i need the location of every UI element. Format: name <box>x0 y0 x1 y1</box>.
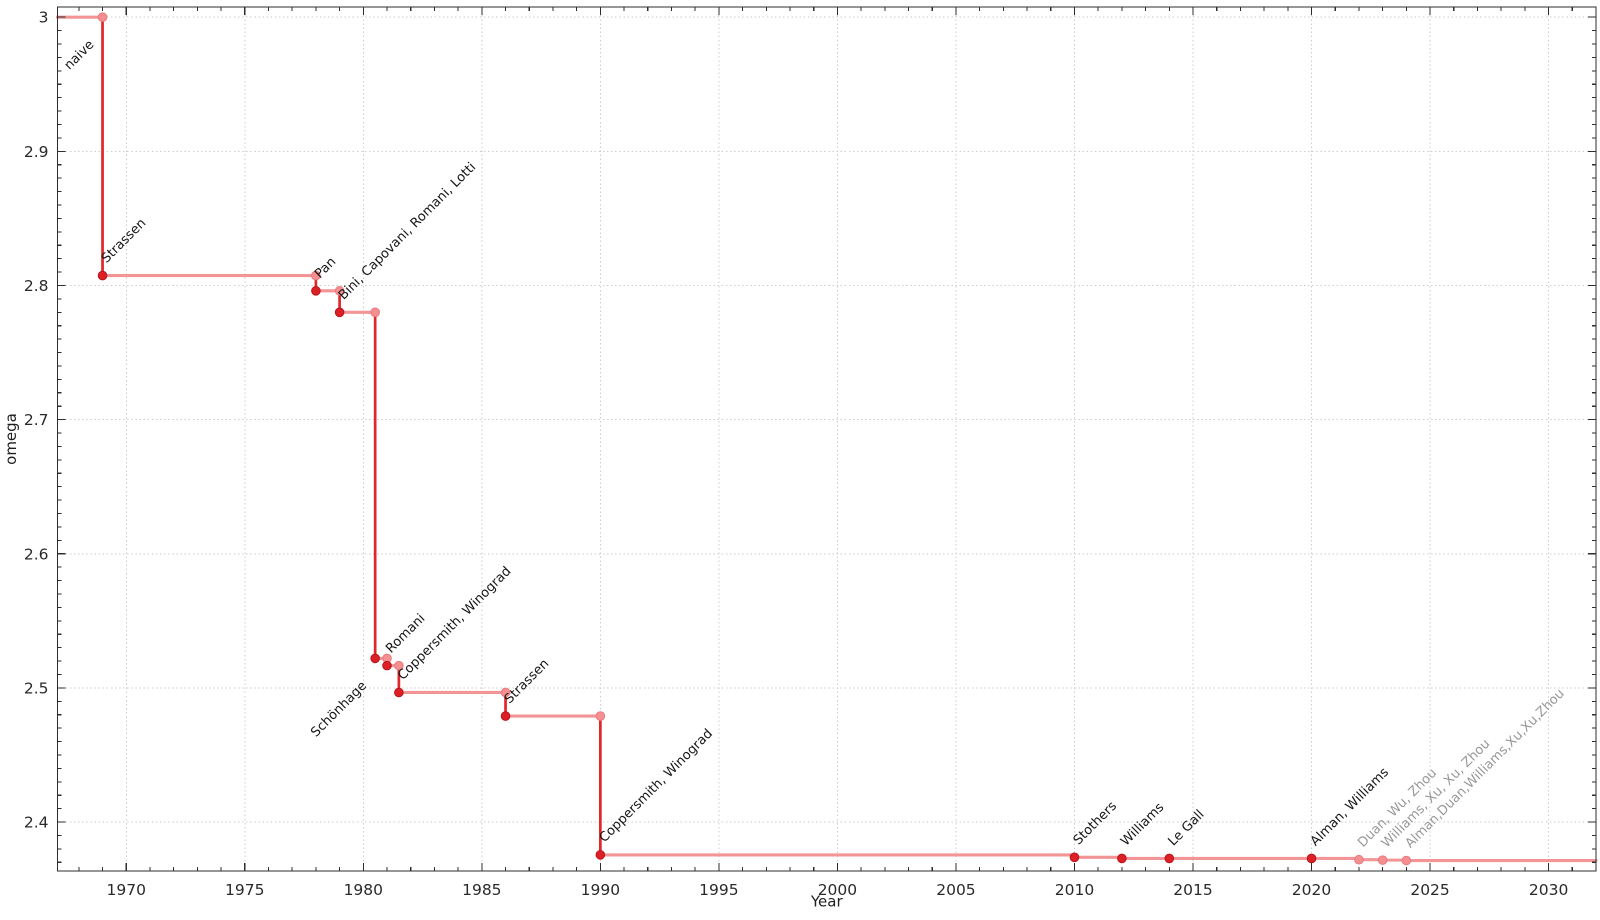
record-marker <box>1401 855 1412 866</box>
x-tick-label: 1975 <box>225 881 264 899</box>
record-marker <box>97 270 108 281</box>
record-marker <box>1354 854 1364 865</box>
record-marker <box>595 850 606 860</box>
y-tick-label: 2.6 <box>24 545 49 563</box>
x-tick-label: 2015 <box>1173 881 1212 899</box>
y-axis-title: omega <box>2 413 20 465</box>
record-marker <box>1164 853 1175 864</box>
corner-marker <box>334 286 345 296</box>
x-tick-label: 2005 <box>936 881 975 899</box>
y-tick-label: 2.8 <box>24 277 49 295</box>
record-marker <box>97 12 108 22</box>
x-tick-label: 2030 <box>1529 881 1568 899</box>
step-corner-markers <box>311 270 606 721</box>
grid-lines <box>57 7 1596 871</box>
x-tick-label: 2020 <box>1292 881 1331 899</box>
x-tick-label: 1970 <box>107 881 146 899</box>
series-horizontal-segments <box>55 15 1598 863</box>
y-tick-label: 3 <box>39 9 49 27</box>
record-marker <box>370 653 380 664</box>
tick-labels: 1970 1975 1980 1985 1990 1995 2000 2005 2010 2015… <box>24 9 1568 899</box>
y-tick-label: 2.9 <box>24 143 49 161</box>
axis-ticks <box>57 7 1597 871</box>
x-axis-title: Year <box>810 893 844 911</box>
y-tick-label: 2.5 <box>24 679 49 697</box>
x-tick-label: 2010 <box>1055 881 1094 899</box>
x-tick-label: 2000 <box>818 881 857 899</box>
record-marker <box>1377 855 1388 865</box>
corner-marker <box>370 307 380 318</box>
x-tick-label: 1980 <box>344 881 383 899</box>
x-tick-label: 1990 <box>581 881 620 899</box>
record-marker <box>394 687 404 698</box>
y-tick-label: 2.7 <box>24 411 49 429</box>
record-marker <box>1117 853 1127 864</box>
record-marker <box>334 307 345 318</box>
record-marker <box>1306 853 1317 864</box>
corner-marker <box>311 270 321 281</box>
record-markers <box>97 12 1412 866</box>
corner-marker <box>595 711 606 721</box>
x-tick-label: 1995 <box>699 881 738 899</box>
record-marker <box>382 660 392 671</box>
corner-marker <box>500 687 511 698</box>
record-marker <box>311 286 321 296</box>
x-tick-label: 2025 <box>1410 881 1449 899</box>
corner-marker <box>394 660 404 671</box>
plot-frame <box>56 6 1597 872</box>
record-marker <box>1069 852 1080 863</box>
y-tick-label: 2.4 <box>24 814 49 832</box>
record-marker <box>500 711 511 721</box>
x-tick-label: 1985 <box>462 881 501 899</box>
